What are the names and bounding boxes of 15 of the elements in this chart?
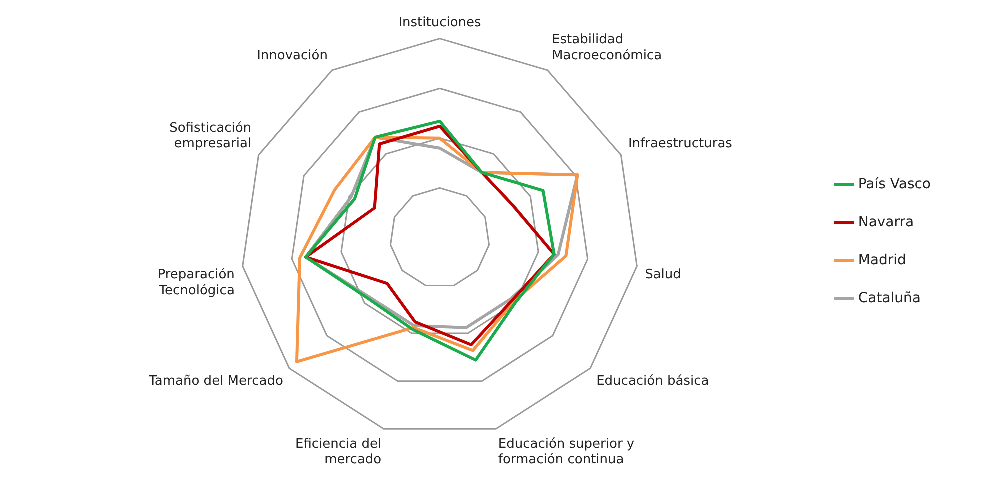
spoke-label: Preparación Tecnológica <box>158 268 235 298</box>
legend-label: Cataluña <box>858 290 921 307</box>
legend-label: Navarra <box>858 214 914 231</box>
spoke-label: Educación básica <box>596 374 710 389</box>
spoke-label: Salud <box>645 268 682 283</box>
legend-label: País Vasco <box>858 176 932 193</box>
spoke-label: Educación superior y formación continua <box>498 436 635 468</box>
spoke-label: Eficiencia del mercado <box>296 436 382 468</box>
spoke-label: Infraestructuras <box>628 136 733 152</box>
spoke-label: Instituciones <box>398 15 482 30</box>
spoke-label: Innovación <box>257 48 328 64</box>
spoke-label: Sofisticación empresarial <box>170 120 252 152</box>
spoke-label: Estabilidad Macroeconómica <box>552 32 662 64</box>
legend-label: Madrid <box>858 252 906 269</box>
spoke-label: Tamaño del Mercado <box>148 374 284 389</box>
